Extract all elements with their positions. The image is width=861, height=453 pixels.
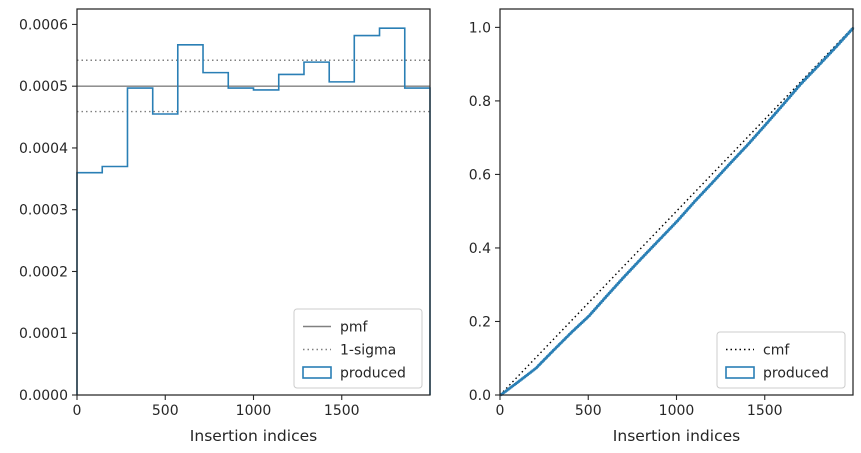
cumulative-step-series [500, 27, 855, 397]
x-tick-label: 1500 [324, 403, 360, 419]
x-tick-label: 0 [496, 403, 505, 419]
y-tick-label: 0.0001 [19, 326, 68, 342]
legend-box [716, 331, 846, 389]
y-tick-label: 0.6 [469, 167, 491, 183]
cumulative-x-ticks: 0 500 1000 1500 [496, 395, 783, 419]
cumulative-x-axis-label: Insertion indices [613, 427, 740, 445]
legend-label: pmf [340, 320, 369, 336]
y-tick-label: 0.0003 [19, 203, 68, 219]
x-tick-label: 1000 [659, 403, 695, 419]
histogram-step-series [76, 27, 431, 395]
y-tick-label: 0.0 [469, 388, 491, 404]
legend-label: produced [340, 366, 406, 382]
legend-box [293, 308, 423, 389]
histogram-marks [76, 27, 431, 395]
y-tick-label: 0.0000 [19, 388, 68, 404]
y-tick-label: 0.0002 [19, 264, 68, 280]
y-tick-label: 0.2 [469, 314, 491, 330]
y-tick-label: 1.0 [469, 20, 491, 36]
legend-patch [725, 366, 755, 379]
y-tick-label: 0.8 [469, 94, 491, 110]
x-tick-label: 1000 [236, 403, 272, 419]
cumulative-legend: cmf produced [716, 331, 846, 389]
histogram-x-axis-label: Insertion indices [190, 427, 317, 445]
y-tick-label: 0.0005 [19, 79, 68, 95]
histogram-y-ticks: 0.0000 0.0001 0.0002 0.0003 0.0004 0.0005 0.00… [19, 17, 77, 404]
histogram-legend: pmf 1-sigma produced [293, 308, 423, 389]
legend-patch [302, 366, 332, 379]
cumulative-y-ticks: 0.0 0.2 0.4 0.6 0.8 1.0 [469, 20, 500, 404]
y-tick-label: 0.0004 [19, 141, 68, 157]
x-tick-label: 500 [152, 403, 179, 419]
y-tick-label: 0.4 [469, 241, 491, 257]
histogram-x-ticks: 0 500 1000 1500 [73, 395, 360, 419]
x-tick-label: 500 [575, 403, 602, 419]
x-tick-label: 0 [73, 403, 82, 419]
legend-label: 1-sigma [340, 343, 396, 359]
cumulative-panel: 0 500 1000 1500 0.0 0.2 0.4 0.6 0.8 1.0 Insertio… [469, 8, 855, 445]
y-tick-label: 0.0006 [19, 17, 68, 33]
legend-label: produced [763, 366, 829, 382]
x-tick-label: 1500 [747, 403, 783, 419]
legend-label: cmf [763, 343, 790, 359]
cumulative-marks [499, 26, 855, 397]
histogram-panel: 0 500 1000 1500 0.00000.00010.00020.00030.0… [19, 8, 431, 445]
